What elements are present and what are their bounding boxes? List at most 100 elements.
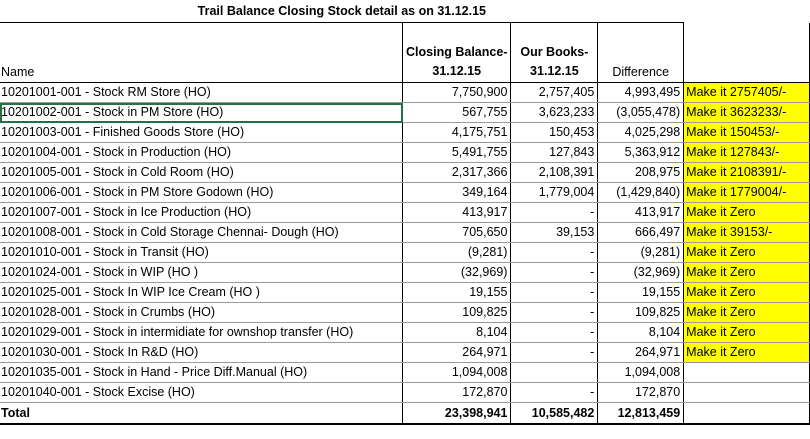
row-name-cell[interactable]: 10201030-001 - Stock In R&D (HO) bbox=[0, 342, 404, 363]
closing-stock-table: Trail Balance Closing Stock detail as on… bbox=[0, 0, 810, 425]
row-action-cell[interactable]: Make it Zero bbox=[683, 322, 810, 343]
table-row: 10201002-001 - Stock in PM Store (HO) 567… bbox=[0, 102, 810, 123]
table-row: 10201030-001 - Stock In R&D (HO) 264,971-… bbox=[0, 342, 810, 363]
row-action-cell[interactable]: Make it 150453/- bbox=[683, 122, 810, 143]
row-action-cell[interactable]: Make it 39153/- bbox=[683, 222, 810, 243]
row-closing-cell[interactable]: 7,750,900 bbox=[402, 82, 512, 103]
row-name-cell[interactable]: 10201004-001 - Stock in Production (HO) bbox=[0, 142, 404, 163]
title-pad-cell[interactable] bbox=[684, 0, 810, 23]
total-difference[interactable]: 12,813,459 bbox=[597, 402, 685, 425]
row-name-cell[interactable]: 10201035-001 - Stock in Hand - Price Dif… bbox=[0, 362, 404, 383]
row-name-cell[interactable]: 10201024-001 - Stock in WIP (HO ) bbox=[0, 262, 404, 283]
row-difference-cell[interactable]: 19,155 bbox=[597, 282, 685, 303]
row-closing-cell[interactable]: (9,281) bbox=[402, 242, 512, 263]
row-difference-cell[interactable]: (9,281) bbox=[597, 242, 685, 263]
row-closing-cell[interactable]: 705,650 bbox=[402, 222, 512, 243]
row-books-cell[interactable]: 3,623,233 bbox=[510, 102, 599, 123]
row-name-cell[interactable]: 10201001-001 - Stock RM Store (HO) bbox=[0, 82, 404, 103]
row-name-cell[interactable]: 10201025-001 - Stock In WIP Ice Cream (H… bbox=[0, 282, 404, 303]
row-books-cell[interactable]: 150,453 bbox=[510, 122, 599, 143]
total-books[interactable]: 10,585,482 bbox=[510, 402, 599, 425]
row-books-cell[interactable]: - bbox=[510, 322, 599, 343]
row-closing-cell[interactable]: 567,755 bbox=[402, 102, 512, 123]
row-books-cell[interactable]: - bbox=[510, 342, 599, 363]
row-closing-cell[interactable]: 8,104 bbox=[402, 322, 512, 343]
row-books-cell[interactable]: - bbox=[510, 302, 599, 323]
row-name-cell[interactable]: 10201007-001 - Stock in Ice Production (… bbox=[0, 202, 404, 223]
total-closing[interactable]: 23,398,941 bbox=[402, 402, 512, 425]
row-action-cell[interactable]: Make it 3623233/- bbox=[683, 102, 810, 123]
row-closing-cell[interactable]: 2,317,366 bbox=[402, 162, 512, 183]
row-difference-cell[interactable]: (1,429,840) bbox=[597, 182, 685, 203]
row-action-cell[interactable]: Make it Zero bbox=[683, 282, 810, 303]
row-name-cell[interactable]: 10201008-001 - Stock in Cold Storage Che… bbox=[0, 222, 404, 243]
row-books-cell[interactable]: - bbox=[510, 282, 599, 303]
row-name-cell[interactable]: 10201028-001 - Stock in Crumbs (HO) bbox=[0, 302, 404, 323]
row-name-cell[interactable]: 10201002-001 - Stock in PM Store (HO) bbox=[0, 102, 404, 123]
row-action-cell[interactable]: Make it 1779004/- bbox=[683, 182, 810, 203]
row-name-cell[interactable]: 10201029-001 - Stock in intermidiate for… bbox=[0, 322, 404, 343]
total-row: Total 23,398,941 10,585,482 12,813,459 bbox=[0, 402, 810, 425]
data-rows: 10201001-001 - Stock RM Store (HO) 7,750,… bbox=[0, 82, 810, 403]
row-name-cell[interactable]: 10201040-001 - Stock Excise (HO) bbox=[0, 382, 404, 403]
row-books-cell[interactable] bbox=[510, 362, 599, 383]
row-books-cell[interactable]: - bbox=[510, 382, 599, 403]
total-label[interactable]: Total bbox=[0, 402, 404, 425]
row-name-cell[interactable]: 10201006-001 - Stock in PM Store Godown … bbox=[0, 182, 404, 203]
row-difference-cell[interactable]: 208,975 bbox=[597, 162, 685, 183]
row-closing-cell[interactable]: 264,971 bbox=[402, 342, 512, 363]
row-action-cell[interactable]: Make it 2108391/- bbox=[683, 162, 810, 183]
row-difference-cell[interactable]: 666,497 bbox=[597, 222, 685, 243]
row-books-cell[interactable]: - bbox=[510, 262, 599, 283]
row-difference-cell[interactable]: 264,971 bbox=[597, 342, 685, 363]
row-closing-cell[interactable]: 1,094,008 bbox=[402, 362, 512, 383]
row-books-cell[interactable]: 39,153 bbox=[510, 222, 599, 243]
row-name-cell[interactable]: 10201003-001 - Finished Goods Store (HO) bbox=[0, 122, 404, 143]
row-difference-cell[interactable]: 8,104 bbox=[597, 322, 685, 343]
row-action-cell[interactable] bbox=[683, 362, 810, 383]
row-difference-cell[interactable]: 5,363,912 bbox=[597, 142, 685, 163]
row-action-cell[interactable] bbox=[683, 382, 810, 403]
row-closing-cell[interactable]: 19,155 bbox=[402, 282, 512, 303]
table-row: 10201001-001 - Stock RM Store (HO) 7,750,… bbox=[0, 82, 810, 103]
row-difference-cell[interactable]: (3,055,478) bbox=[597, 102, 685, 123]
row-closing-cell[interactable]: 4,175,751 bbox=[402, 122, 512, 143]
row-books-cell[interactable]: 2,757,405 bbox=[510, 82, 599, 103]
row-difference-cell[interactable]: 4,025,298 bbox=[597, 122, 685, 143]
row-difference-cell[interactable]: 172,870 bbox=[597, 382, 685, 403]
row-difference-cell[interactable]: 4,993,495 bbox=[597, 82, 685, 103]
title-row: Trail Balance Closing Stock detail as on… bbox=[0, 0, 810, 23]
row-name-cell[interactable]: 10201010-001 - Stock in Transit (HO) bbox=[0, 242, 404, 263]
row-books-cell[interactable]: 1,779,004 bbox=[510, 182, 599, 203]
row-difference-cell[interactable]: 109,825 bbox=[597, 302, 685, 323]
sheet-title[interactable]: Trail Balance Closing Stock detail as on… bbox=[0, 0, 684, 23]
row-closing-cell[interactable]: 109,825 bbox=[402, 302, 512, 323]
row-closing-cell[interactable]: 5,491,755 bbox=[402, 142, 512, 163]
row-closing-cell[interactable]: 349,164 bbox=[402, 182, 512, 203]
total-action-blank[interactable] bbox=[683, 402, 810, 425]
table-row: 10201024-001 - Stock in WIP (HO ) (32,969… bbox=[0, 262, 810, 283]
row-difference-cell[interactable]: 1,094,008 bbox=[597, 362, 685, 383]
row-closing-cell[interactable]: 172,870 bbox=[402, 382, 512, 403]
header-action-blank[interactable] bbox=[683, 22, 810, 83]
row-action-cell[interactable]: Make it Zero bbox=[683, 342, 810, 363]
row-books-cell[interactable]: 127,843 bbox=[510, 142, 599, 163]
row-name-cell[interactable]: 10201005-001 - Stock in Cold Room (HO) bbox=[0, 162, 404, 183]
row-difference-cell[interactable]: 413,917 bbox=[597, 202, 685, 223]
row-books-cell[interactable]: 2,108,391 bbox=[510, 162, 599, 183]
header-closing-balance[interactable]: Closing Balance- 31.12.15 bbox=[402, 22, 512, 83]
row-closing-cell[interactable]: (32,969) bbox=[402, 262, 512, 283]
row-action-cell[interactable]: Make it 2757405/- bbox=[683, 82, 810, 103]
header-name[interactable]: Name bbox=[0, 22, 404, 83]
row-action-cell[interactable]: Make it Zero bbox=[683, 242, 810, 263]
row-closing-cell[interactable]: 413,917 bbox=[402, 202, 512, 223]
row-action-cell[interactable]: Make it 127843/- bbox=[683, 142, 810, 163]
row-difference-cell[interactable]: (32,969) bbox=[597, 262, 685, 283]
row-action-cell[interactable]: Make it Zero bbox=[683, 302, 810, 323]
header-our-books[interactable]: Our Books- 31.12.15 bbox=[510, 22, 599, 83]
row-action-cell[interactable]: Make it Zero bbox=[683, 262, 810, 283]
row-books-cell[interactable]: - bbox=[510, 242, 599, 263]
row-action-cell[interactable]: Make it Zero bbox=[683, 202, 810, 223]
row-books-cell[interactable]: - bbox=[510, 202, 599, 223]
header-difference[interactable]: Difference bbox=[597, 22, 685, 83]
